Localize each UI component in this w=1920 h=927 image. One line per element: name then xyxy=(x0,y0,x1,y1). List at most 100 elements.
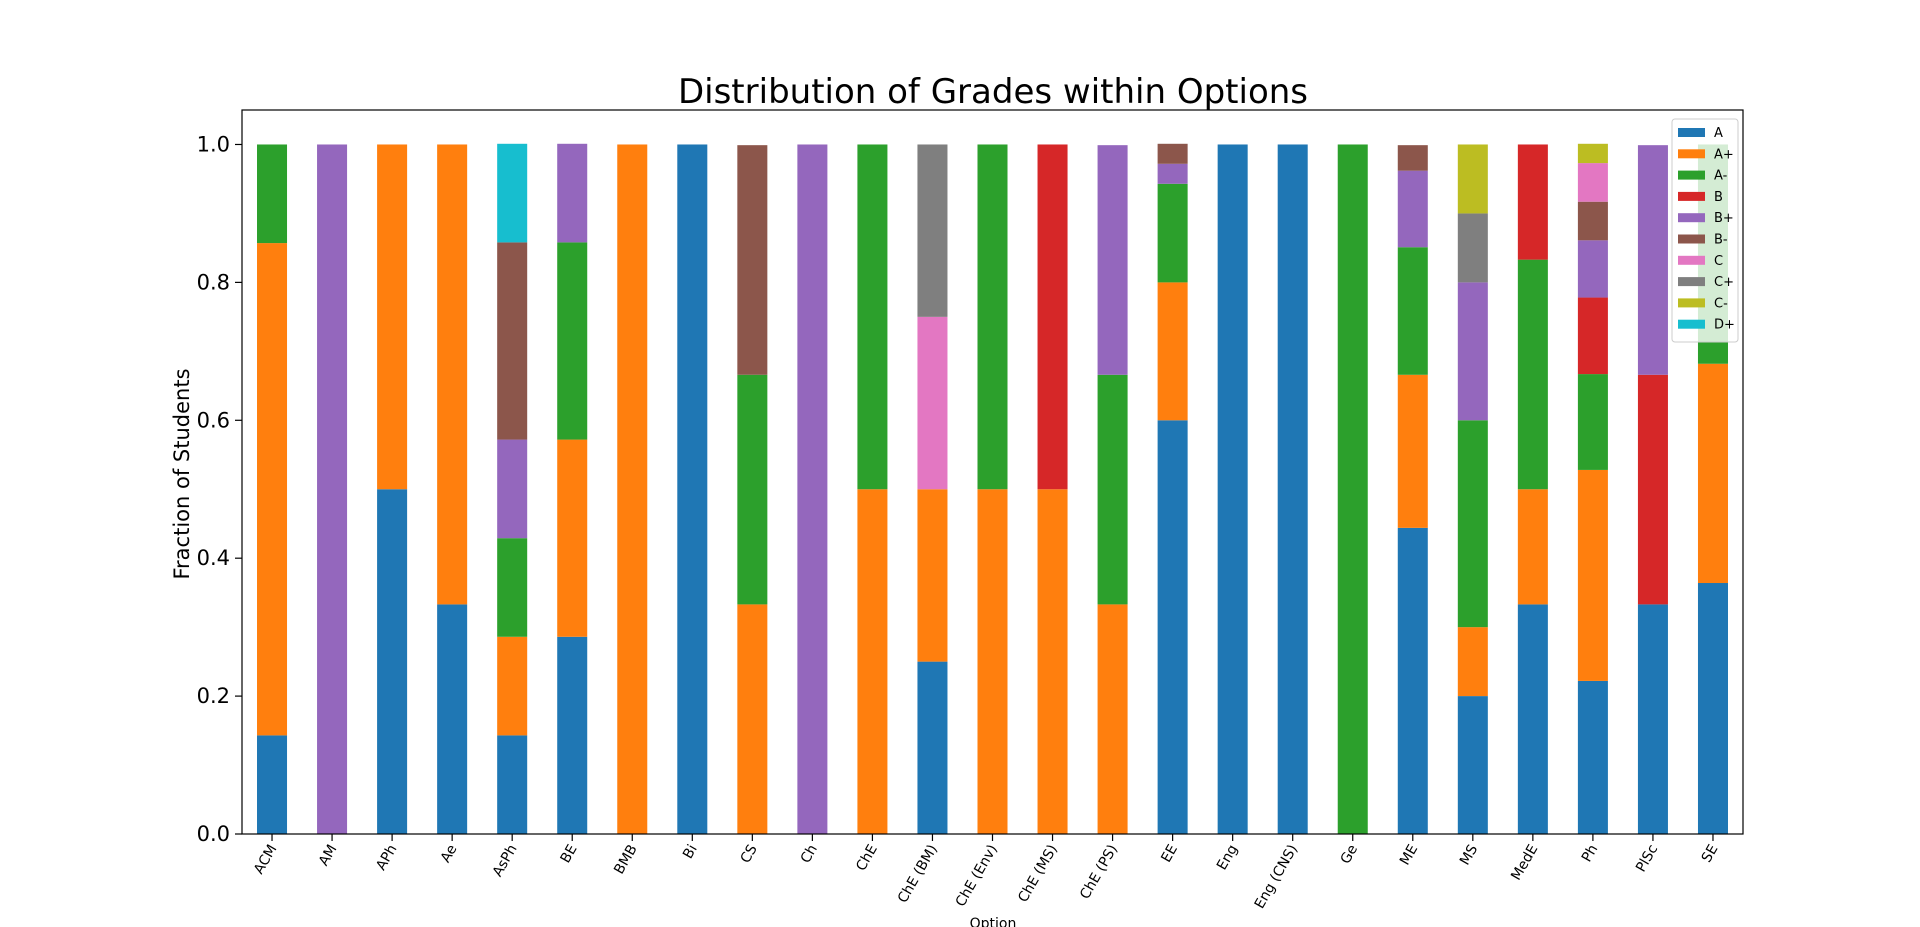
legend-label: C+ xyxy=(1714,275,1734,290)
bar-segment xyxy=(257,735,288,834)
x-tick-label: ACM xyxy=(251,842,280,877)
bars-group xyxy=(257,143,1728,835)
bar-segment xyxy=(1217,144,1248,835)
x-tick-label: EE xyxy=(1158,842,1181,865)
bar-segment xyxy=(1157,420,1188,834)
bar-segment xyxy=(1697,583,1728,834)
y-tick-label: 1.0 xyxy=(197,132,230,156)
bar-segment xyxy=(437,604,468,834)
bar-segment xyxy=(497,735,528,834)
legend-swatch xyxy=(1678,213,1705,223)
x-tick-label: BMB xyxy=(611,842,641,877)
bar-segment xyxy=(677,144,708,835)
bar-segment xyxy=(497,636,528,736)
y-tick-label: 0.2 xyxy=(197,684,230,708)
bar-segment xyxy=(377,489,408,834)
bar-segment xyxy=(737,145,768,375)
bar-segment xyxy=(1577,143,1608,164)
bar-segment xyxy=(1577,163,1608,202)
legend-swatch xyxy=(1678,255,1705,265)
bar-segment xyxy=(1577,680,1608,834)
x-tick-label: MedE xyxy=(1508,842,1541,883)
x-tick-label: ME xyxy=(1397,842,1421,868)
bar-segment xyxy=(1457,627,1488,697)
bar-segment xyxy=(557,143,588,243)
bar-segment xyxy=(1457,144,1488,214)
bar-segment xyxy=(1097,374,1128,605)
bar-segment xyxy=(1457,213,1488,283)
x-tick-label: Ge xyxy=(1338,842,1362,867)
bar-segment xyxy=(1577,374,1608,470)
bar-segment xyxy=(1397,374,1428,528)
bar-segment xyxy=(1577,201,1608,241)
bar-segment xyxy=(1697,363,1728,584)
x-tick-label: APh xyxy=(373,842,400,873)
x-tick-label: Eng (CNS) xyxy=(1252,842,1301,912)
bar-segment xyxy=(797,144,828,835)
y-axis: 0.0 0.2 0.4 0.6 0.8 1.0 xyxy=(197,132,242,846)
x-tick-label: ChE (BM) xyxy=(895,842,941,906)
x-tick-label: ChE xyxy=(853,842,881,874)
legend-swatch xyxy=(1678,277,1705,287)
x-tick-label: Bi xyxy=(680,842,701,862)
bar-segment xyxy=(917,316,948,490)
y-tick-label: 0.6 xyxy=(197,408,230,432)
bar-segment xyxy=(1037,144,1068,490)
bar-segment xyxy=(257,144,288,244)
bar-segment xyxy=(1517,259,1548,490)
x-tick-label: ChE (Env) xyxy=(953,842,1001,910)
legend-label: C- xyxy=(1714,296,1728,311)
bar-segment xyxy=(557,636,588,834)
legend-swatch xyxy=(1678,298,1705,308)
bar-segment xyxy=(857,489,888,834)
bar-segment xyxy=(1097,145,1128,375)
bar-segment xyxy=(1637,145,1668,375)
bar-segment xyxy=(1157,143,1188,164)
legend-label: D+ xyxy=(1714,318,1735,333)
bar-segment xyxy=(1037,489,1068,834)
legend-label: A- xyxy=(1714,169,1728,184)
bar-segment xyxy=(1097,604,1128,834)
bar-segment xyxy=(1337,144,1368,835)
bar-segment xyxy=(317,144,348,835)
bar-segment xyxy=(437,144,468,605)
bar-segment xyxy=(1517,489,1548,605)
x-tick-label: ChE (MS) xyxy=(1015,842,1061,905)
bar-segment xyxy=(377,144,408,490)
x-tick-label: Ch xyxy=(798,842,821,866)
legend-swatch xyxy=(1678,170,1705,180)
bar-segment xyxy=(917,489,948,662)
bar-segment xyxy=(1397,247,1428,375)
bar-segment xyxy=(497,242,528,440)
bar-segment xyxy=(557,242,588,440)
bar-segment xyxy=(497,143,528,243)
legend-label: C xyxy=(1714,254,1723,269)
x-tick-label: AsPh xyxy=(490,842,521,880)
x-tick-label: ChE (PS) xyxy=(1077,842,1121,902)
y-axis-label: Fraction of Students xyxy=(170,368,194,579)
bar-segment xyxy=(497,439,528,539)
x-tick-label: Eng xyxy=(1214,842,1241,873)
bar-segment xyxy=(1277,144,1308,835)
bar-segment xyxy=(977,489,1008,834)
legend-label: B- xyxy=(1714,233,1728,248)
legend-swatch xyxy=(1678,234,1705,244)
bar-segment xyxy=(1397,145,1428,171)
bar-segment xyxy=(1457,420,1488,628)
x-axis: ACM AM APh Ae AsPh BE BMB Bi CS Ch ChE ChE (BM) ChE … xyxy=(251,834,1721,912)
bar-segment xyxy=(1397,170,1428,248)
bar-segment xyxy=(1577,240,1608,298)
bar-segment xyxy=(917,144,948,317)
legend-label: B xyxy=(1714,190,1723,205)
bar-segment xyxy=(617,144,648,835)
legend-swatch xyxy=(1678,128,1705,137)
bar-segment xyxy=(557,439,588,637)
chart-title: Distribution of Grades within Options xyxy=(678,72,1308,112)
x-tick-label: Ph xyxy=(1579,842,1602,865)
bar-segment xyxy=(257,243,288,736)
legend-label: B+ xyxy=(1714,211,1734,226)
y-tick-label: 0.0 xyxy=(197,822,230,846)
legend-swatch xyxy=(1678,319,1705,329)
legend-label: A xyxy=(1714,126,1723,141)
